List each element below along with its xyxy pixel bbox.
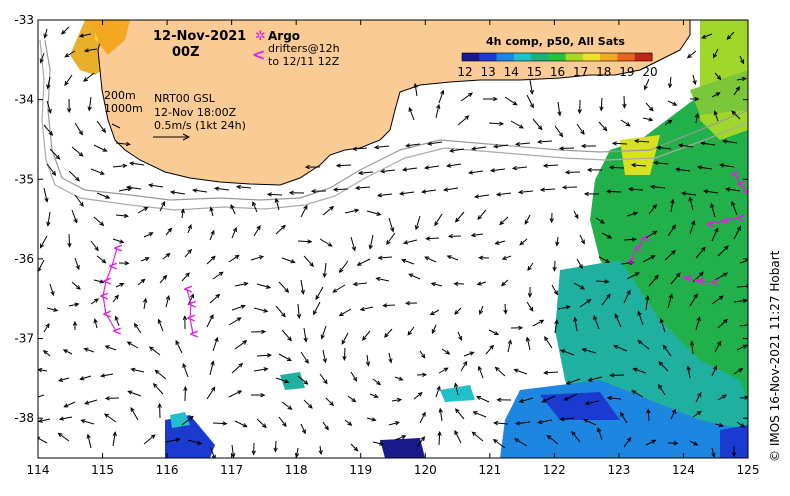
drifter-marker-icon: < <box>189 327 199 341</box>
colorbar-tick-label: 13 <box>480 65 495 79</box>
y-tick-label: -35 <box>14 172 34 186</box>
colorbar-tick-label: 15 <box>527 65 542 79</box>
y-tick-label: -37 <box>14 332 34 346</box>
x-tick-label: 114 <box>27 463 50 477</box>
contour-200m-label: 200m <box>104 89 136 102</box>
drifter-label: drifters@12h <box>268 42 340 55</box>
colorbar-tick-label: 14 <box>504 65 519 79</box>
x-tick-label: 124 <box>672 463 695 477</box>
x-tick-label: 115 <box>91 463 114 477</box>
x-tick-label: 123 <box>607 463 630 477</box>
colorbar-tick-label: 16 <box>550 65 565 79</box>
colorbar-tick-label: 19 <box>619 65 634 79</box>
product-label: NRT00 GSL <box>154 92 216 105</box>
drifter-marker-icon: < <box>187 297 197 311</box>
x-tick-label: 116 <box>156 463 179 477</box>
y-tick-label: -34 <box>14 93 34 107</box>
drifter-marker-icon: < <box>626 254 636 268</box>
colorbar-swatch <box>479 53 497 61</box>
colorbar-swatch <box>514 53 532 61</box>
drifter-marker-icon: < <box>113 241 123 255</box>
colorbar-swatch <box>617 53 635 61</box>
colorbar-swatch <box>600 53 618 61</box>
colorbar-swatch <box>566 53 584 61</box>
credit-text: © IMOS 16-Nov-2021 11:27 Hobart <box>768 250 782 462</box>
colorbar-swatch <box>531 53 549 61</box>
colorbar-tick-label: 20 <box>642 65 657 79</box>
current-arrow <box>610 167 624 168</box>
map-title-date: 12-Nov-2021 <box>153 29 246 44</box>
drifter-chevron-icon: < <box>252 45 265 64</box>
current-arrow-head <box>749 258 753 261</box>
colorbar-tick-label: 18 <box>596 65 611 79</box>
colorbar-swatch <box>635 53 653 61</box>
x-tick-label: 118 <box>285 463 308 477</box>
x-tick-label: 121 <box>478 463 501 477</box>
drifter-to-label: to 12/11 12Z <box>268 55 340 68</box>
colorbar-swatch <box>548 53 566 61</box>
drifter-marker-icon: < <box>102 274 112 288</box>
valid-time-label: 12-Nov 18:00Z <box>154 106 237 119</box>
drifter-marker-icon: < <box>102 307 112 321</box>
current-arrow <box>607 191 621 192</box>
map-title-hour: 00Z <box>172 45 200 60</box>
x-tick-label: 119 <box>349 463 372 477</box>
y-tick-label: -33 <box>14 13 34 27</box>
colorbar-title: 4h comp, p50, All Sats <box>486 35 625 48</box>
colorbar-swatch <box>462 53 480 61</box>
y-tick-label: -36 <box>14 252 34 266</box>
argo-marker-icon: ✲ <box>255 29 266 44</box>
colorbar <box>462 53 653 61</box>
colorbar-ticks: 12 13 14 15 16 17 18 19 20 <box>457 65 657 79</box>
x-tick-label: 122 <box>543 463 566 477</box>
colorbar-swatch <box>583 53 601 61</box>
colorbar-tick-label: 17 <box>573 65 588 79</box>
credit-strip: © IMOS 16-Nov-2021 11:27 Hobart <box>764 0 786 492</box>
current-arrow <box>560 148 574 149</box>
scale-label: 0.5m/s (1kt 24h) <box>154 119 246 132</box>
argo-label: Argo <box>268 29 300 43</box>
contour-1000m-label: 1000m <box>104 102 143 115</box>
y-tick-label: -38 <box>14 411 34 425</box>
x-tick-label: 125 <box>737 463 760 477</box>
sst-patch-navy-south <box>380 438 425 458</box>
drifter-marker-icon: < <box>742 185 752 199</box>
x-tick-label: 120 <box>414 463 437 477</box>
colorbar-tick-label: 12 <box>457 65 472 79</box>
x-tick-label: 117 <box>220 463 243 477</box>
colorbar-swatch <box>497 53 515 61</box>
